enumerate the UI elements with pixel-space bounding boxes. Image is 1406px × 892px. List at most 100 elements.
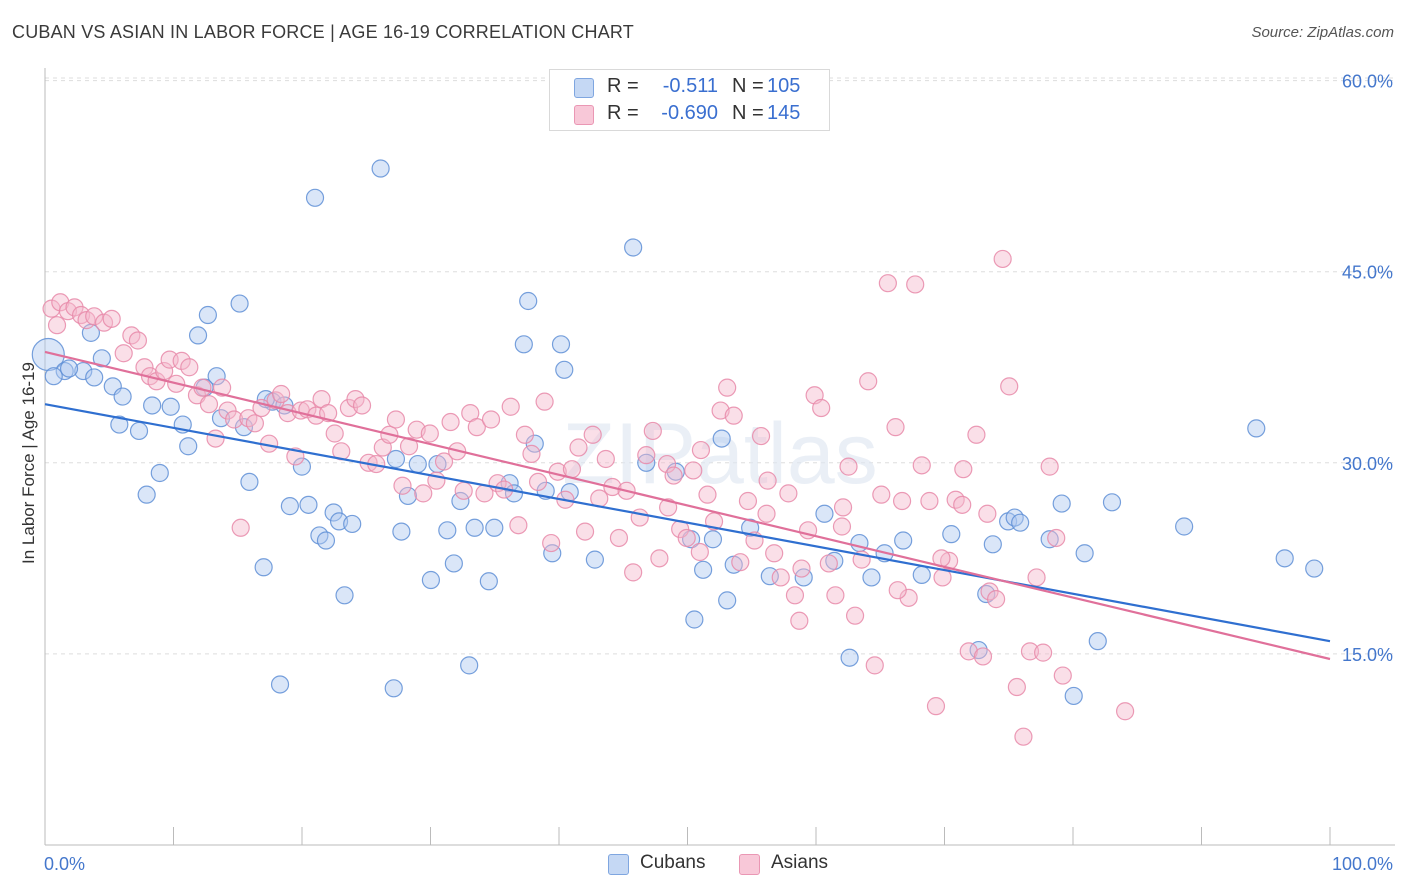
asians-point [690, 542, 709, 562]
asians-point [501, 397, 520, 416]
asians-point [535, 392, 554, 411]
cubans-point [1275, 549, 1294, 568]
asians-point [967, 425, 986, 444]
asians-point [47, 316, 67, 335]
asians-point [325, 424, 344, 443]
x-tick-label: 0.0% [44, 854, 85, 874]
cubans-point [1064, 686, 1083, 706]
y-tick-label: 15.0% [1342, 645, 1393, 665]
x-tick-labels: 0.0% 100.0% [44, 854, 1393, 874]
asians-point [528, 472, 548, 492]
legend-n-label: N = [732, 75, 764, 97]
asians-point [441, 412, 460, 432]
cubans-point [444, 554, 463, 573]
asians-point [731, 553, 750, 572]
legend-n-value: 105 [767, 75, 801, 97]
asians-point [765, 544, 784, 563]
asians-point [865, 656, 884, 675]
asians-point [352, 396, 372, 415]
legend-r-value: -0.690 [661, 102, 718, 124]
cubans-point [392, 522, 411, 541]
asians-point [180, 358, 199, 377]
asians-point [954, 460, 973, 479]
cubans-point [718, 591, 737, 610]
asians-point [888, 581, 907, 600]
asians-point [245, 414, 264, 433]
cubans-point [398, 486, 418, 506]
y-tick-label: 45.0% [1342, 263, 1393, 283]
asians-point [272, 384, 291, 404]
cubans-point [862, 568, 881, 587]
asians-point [225, 410, 244, 429]
cubans-point [110, 415, 129, 434]
cubans-point [129, 421, 149, 441]
cubans-point [74, 361, 93, 381]
cubans-point [555, 360, 574, 379]
chart-title: CUBAN VS ASIAN IN LABOR FORCE | AGE 16-1… [12, 22, 634, 42]
cubans-point [1075, 544, 1094, 563]
asians-point [414, 484, 433, 503]
legend-n-label: N = [732, 102, 764, 124]
cubans-point [234, 418, 254, 437]
cubans-point [421, 570, 441, 590]
cubans-swatch [608, 854, 629, 875]
cubans-point [1247, 419, 1266, 438]
cubans-point [514, 335, 533, 354]
cubans-point [451, 491, 470, 511]
asians-point [790, 611, 809, 630]
cubans-point [299, 495, 318, 514]
correlation-legend: R = -0.511 N = 105 R = -0.690 N = 145 [549, 69, 830, 131]
cubans-point [270, 675, 290, 694]
cubans-point [240, 472, 259, 492]
asians-point [206, 429, 225, 448]
cubans-point [254, 558, 273, 577]
cubans-point [324, 503, 343, 522]
cubans-point [150, 463, 169, 483]
cubans-point [44, 367, 63, 386]
asians-point [213, 378, 232, 397]
asians-point [624, 563, 643, 582]
cubans-point [31, 337, 65, 372]
cubans-point [85, 368, 104, 387]
y-tick-labels: 15.0% 30.0% 45.0% 60.0% [1342, 72, 1393, 665]
series-cubans [31, 159, 1324, 706]
y-axis-label: In Labor Force | Age 16-19 [19, 362, 38, 564]
y-tick-label: 30.0% [1342, 454, 1393, 474]
asians-point [1047, 528, 1066, 548]
cubans-point [942, 525, 961, 544]
asians-point [393, 476, 412, 495]
asians-point [630, 508, 649, 527]
cubans-point [1102, 493, 1122, 512]
cubans-point [211, 409, 231, 428]
cubans-point [343, 514, 362, 534]
asians-point [906, 275, 925, 294]
cubans-point [207, 367, 226, 386]
cubans-point [1005, 508, 1024, 527]
cubans-point [143, 396, 162, 415]
cubans-point [179, 437, 198, 456]
cubans-point [983, 535, 1002, 554]
asians-point [65, 298, 84, 317]
asians-point [1014, 727, 1033, 746]
asians-point [819, 554, 838, 573]
cubans-point [386, 449, 406, 469]
asians-point [114, 344, 133, 363]
cubans-point [92, 349, 111, 368]
cubans-point [519, 291, 538, 311]
asians-point [609, 528, 629, 548]
asians-point [1053, 666, 1072, 685]
asians-point [1027, 568, 1046, 587]
asians-point [657, 454, 677, 474]
asians-point [886, 418, 905, 437]
asians-point [920, 491, 939, 511]
asians-point [1020, 642, 1040, 661]
cubans-point [685, 610, 704, 629]
asians-point [892, 491, 912, 511]
asians-point [973, 647, 993, 666]
asians-point [792, 559, 811, 578]
cubans-point [292, 457, 312, 476]
asians-point [1000, 377, 1019, 396]
asians-swatch [739, 854, 760, 875]
asians-point [1034, 643, 1053, 662]
